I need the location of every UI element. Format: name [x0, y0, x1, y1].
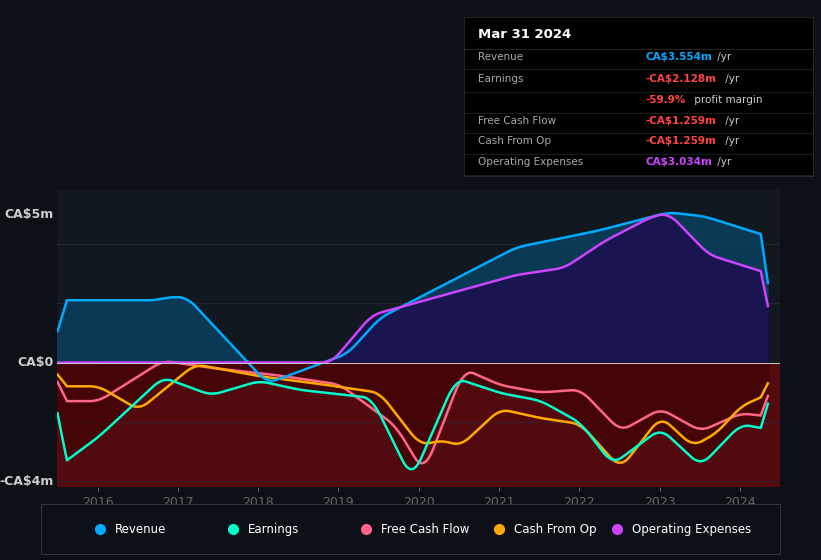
Text: CA$3.034m: CA$3.034m	[645, 157, 712, 167]
Text: Operating Expenses: Operating Expenses	[478, 157, 583, 167]
Text: Mar 31 2024: Mar 31 2024	[478, 28, 571, 41]
Text: CA$5m: CA$5m	[4, 208, 53, 221]
Text: -CA$4m: -CA$4m	[0, 475, 53, 488]
Text: Free Cash Flow: Free Cash Flow	[381, 522, 470, 536]
Text: profit margin: profit margin	[691, 95, 763, 105]
Text: Cash From Op: Cash From Op	[478, 137, 551, 147]
Text: /yr: /yr	[722, 74, 740, 84]
Text: -CA$1.259m: -CA$1.259m	[645, 116, 716, 126]
Text: /yr: /yr	[714, 157, 732, 167]
Text: -59.9%: -59.9%	[645, 95, 686, 105]
Text: Earnings: Earnings	[478, 74, 523, 84]
Text: /yr: /yr	[714, 52, 732, 62]
Text: CA$3.554m: CA$3.554m	[645, 52, 712, 62]
Text: Free Cash Flow: Free Cash Flow	[478, 116, 556, 126]
Text: -CA$2.128m: -CA$2.128m	[645, 74, 716, 84]
Text: Revenue: Revenue	[478, 52, 523, 62]
Text: Cash From Op: Cash From Op	[514, 522, 596, 536]
Text: Operating Expenses: Operating Expenses	[632, 522, 751, 536]
Text: CA$0: CA$0	[17, 356, 53, 369]
Text: /yr: /yr	[722, 137, 740, 147]
Text: -CA$1.259m: -CA$1.259m	[645, 137, 716, 147]
Bar	[57, 362, 780, 487]
Text: Earnings: Earnings	[248, 522, 300, 536]
Text: Revenue: Revenue	[115, 522, 167, 536]
Text: /yr: /yr	[722, 116, 740, 126]
